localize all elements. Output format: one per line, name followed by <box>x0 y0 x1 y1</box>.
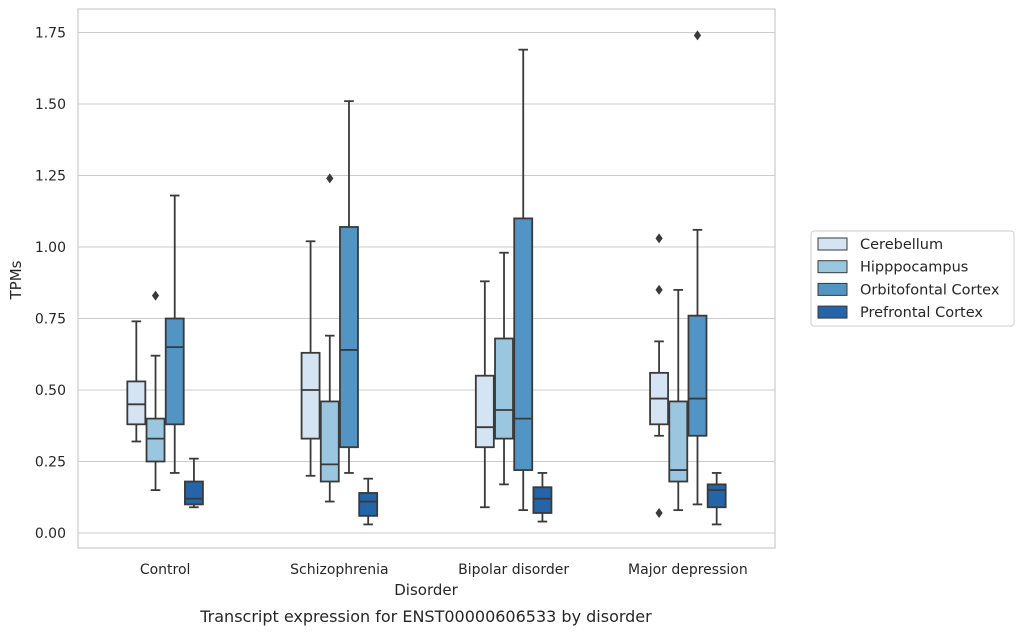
y-tick-label: 1.50 <box>35 97 66 113</box>
y-tick-label: 0.00 <box>35 526 66 542</box>
chart-caption: Transcript expression for ENST0000060653… <box>199 607 652 626</box>
box-series-group <box>126 30 727 526</box>
box-iqr <box>474 374 495 449</box>
box-iqr <box>300 351 321 440</box>
y-tick-label: 1.25 <box>35 169 66 185</box>
legend-swatch <box>817 305 848 319</box>
x-axis-title: Disorder <box>394 581 458 599</box>
legend-frame <box>810 230 1015 327</box>
box-iqr <box>145 417 166 463</box>
legend-swatch <box>817 237 848 251</box>
plot-frame <box>77 8 776 549</box>
x-tick-label: Schizophrenia <box>290 562 388 578</box>
box-iqr <box>706 483 727 509</box>
legend-label: Prefrontal Cortex <box>860 305 983 321</box>
legend-label: Cerebellum <box>860 237 943 253</box>
outlier-marker <box>326 173 334 184</box>
x-tick-label: Bipolar disorder <box>458 562 569 578</box>
box-iqr <box>184 480 204 506</box>
legend-swatch <box>817 282 848 296</box>
y-tick-label: 0.75 <box>35 312 66 328</box>
box-iqr <box>319 400 340 483</box>
box-iqr <box>532 486 553 514</box>
legend-swatch <box>817 260 848 274</box>
y-axis-title: TPMs <box>7 260 25 300</box>
box-iqr <box>339 226 359 449</box>
y-tick-label: 1.75 <box>35 26 66 42</box>
y-tick-label: 1.00 <box>35 240 66 256</box>
outlier-marker <box>655 233 663 244</box>
y-tick-label: 0.50 <box>35 383 66 399</box>
outlier-marker <box>151 290 160 301</box>
legend: Cerebellum Hipppocampus Orbitofontal Corte… <box>810 230 1015 327</box>
y-axis-ticks: 0.00 0.25 0.50 0.75 1.00 1.25 1.50 1.75 <box>35 26 66 543</box>
x-tick-label: Major depression <box>628 562 748 578</box>
box-iqr <box>687 314 708 437</box>
y-tick-label: 0.25 <box>35 455 66 471</box>
box-iqr <box>668 400 689 483</box>
x-tick-label: Control <box>140 562 191 578</box>
box-iqr <box>164 317 185 426</box>
x-axis-ticks: Control Schizophrenia Bipolar disorder Majo… <box>140 562 748 578</box>
outlier-marker <box>655 507 663 518</box>
legend-label: Orbitofontal Cortex <box>860 282 1000 298</box>
box-iqr <box>513 217 534 471</box>
box-iqr <box>126 380 147 426</box>
box-iqr <box>358 492 379 517</box>
outlier-marker <box>655 284 663 295</box>
legend-label: Hipppocampus <box>860 260 968 276</box>
box-iqr <box>494 337 514 440</box>
outlier-marker <box>693 30 702 41</box>
